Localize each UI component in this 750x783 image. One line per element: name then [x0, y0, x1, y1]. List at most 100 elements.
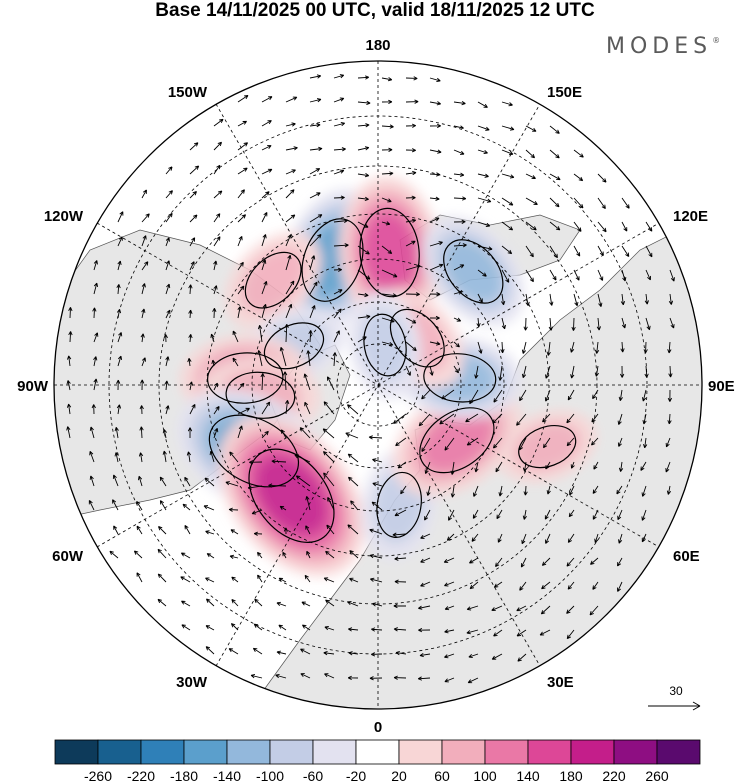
- wind-arrow: [371, 627, 383, 632]
- wind-arrow: [89, 451, 95, 463]
- wind-arrow: [429, 196, 440, 201]
- wind-arrow: [571, 317, 576, 331]
- wind-arrow: [333, 267, 342, 272]
- wind-arrow: [381, 221, 391, 226]
- wind-arrow: [525, 125, 537, 132]
- wind-arrow: [203, 505, 215, 511]
- wind-arrow: [257, 325, 263, 343]
- wind-arrow: [357, 146, 370, 151]
- wind-arrow: [444, 629, 455, 634]
- wind-arrow: [89, 475, 95, 487]
- wind-arrow: [261, 96, 273, 103]
- wind-arrow: [350, 500, 359, 511]
- wind-arrow: [493, 389, 503, 403]
- wind-arrow: [357, 292, 369, 298]
- wind-arrow: [117, 355, 123, 367]
- wind-arrow: [116, 284, 121, 295]
- wind-arrow: [140, 379, 145, 391]
- wind-arrow: [592, 485, 599, 494]
- wind-arrow: [369, 528, 383, 535]
- wind-arrow: [645, 221, 653, 232]
- wind-arrow: [549, 269, 557, 281]
- wind-arrow: [141, 357, 146, 367]
- wind-arrow: [67, 355, 72, 367]
- wind-arrow: [165, 166, 173, 175]
- wind-arrow: [405, 76, 418, 81]
- wind-arrow: [165, 309, 171, 319]
- wind-arrow: [157, 548, 167, 559]
- wind-arrow: [252, 647, 263, 655]
- wind-arrow: [617, 557, 623, 567]
- wind-arrow: [117, 260, 122, 271]
- wind-arrow: [333, 74, 345, 79]
- wind-arrow: [568, 509, 575, 518]
- wind-arrow: [347, 675, 359, 681]
- wind-arrow: [405, 218, 417, 223]
- wind-arrow: [229, 554, 239, 559]
- wind-arrow: [347, 404, 359, 415]
- wind-arrow: [205, 646, 215, 655]
- wind-arrow: [617, 509, 623, 521]
- wind-arrow: [306, 350, 311, 367]
- wind-arrow: [211, 359, 216, 367]
- wind-arrow: [521, 341, 527, 354]
- lon-label-180: 180: [365, 37, 390, 54]
- wind-arrow: [133, 550, 143, 559]
- wind-arrow: [573, 221, 582, 232]
- wind-arrow: [237, 120, 248, 127]
- wind-arrow: [278, 624, 287, 631]
- wind-arrow: [418, 413, 431, 427]
- colorbar-box: [140, 739, 185, 765]
- wind-arrow: [477, 245, 493, 251]
- wind-arrow: [429, 341, 441, 346]
- wind-arrow: [570, 461, 575, 469]
- wind-arrow: [205, 530, 215, 535]
- colorbar-tick-label: -100: [256, 768, 284, 783]
- lon-label-30w: 30W: [176, 674, 208, 691]
- wind-arrow: [323, 577, 335, 583]
- wind-arrow: [453, 100, 466, 106]
- wind-arrow: [189, 403, 196, 415]
- wind-arrow: [522, 509, 527, 520]
- wind-arrow: [592, 581, 599, 590]
- wind-arrow: [429, 123, 441, 129]
- wind-arrow: [573, 269, 580, 281]
- wind-arrow: [249, 460, 263, 465]
- wind-arrow: [186, 451, 192, 463]
- wind-arrow: [141, 308, 146, 319]
- wind-arrow: [620, 341, 625, 353]
- wind-arrow: [493, 581, 503, 588]
- wind-arrow: [541, 581, 551, 590]
- wind-arrow: [567, 581, 575, 590]
- wind-arrow: [357, 336, 367, 343]
- wind-arrow: [138, 452, 144, 463]
- wind-arrow: [261, 234, 267, 247]
- wind-arrow: [285, 400, 290, 415]
- wind-arrow: [165, 237, 170, 247]
- wind-arrow: [260, 373, 265, 391]
- lon-label-60w: 60W: [52, 548, 84, 565]
- wind-arrow: [300, 648, 311, 655]
- wind-arrow: [322, 451, 335, 463]
- wind-arrow: [446, 533, 455, 541]
- wind-arrow: [230, 623, 239, 631]
- wind-arrow: [333, 169, 345, 175]
- colorbar-box: [484, 739, 529, 765]
- wind-arrow: [189, 214, 198, 223]
- wind-arrow: [136, 525, 143, 535]
- wind-arrow: [444, 653, 455, 659]
- wind-arrow: [187, 358, 192, 367]
- wind-arrow: [381, 124, 394, 129]
- wind-arrow: [477, 341, 483, 354]
- wind-arrow: [471, 533, 479, 542]
- wind-arrow: [285, 303, 293, 319]
- wind-arrow: [549, 197, 560, 208]
- wind-arrow: [369, 676, 383, 681]
- wind-arrow: [669, 317, 675, 329]
- wind-arrow: [141, 213, 150, 223]
- wind-arrow: [643, 437, 648, 449]
- wind-arrow: [180, 552, 191, 559]
- wind-arrow: [237, 425, 243, 439]
- wind-arrow: [669, 269, 675, 282]
- wind-arrow: [141, 283, 146, 295]
